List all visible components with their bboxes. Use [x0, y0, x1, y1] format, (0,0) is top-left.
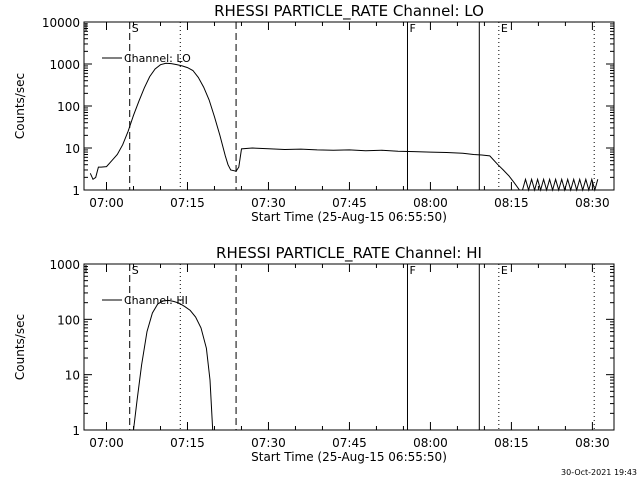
- y-axis-label: Counts/sec: [13, 314, 27, 380]
- y-tick-label: 10: [65, 142, 80, 156]
- legend-label: Channel: HI: [124, 294, 188, 307]
- y-tick-label: 1: [72, 424, 80, 438]
- y-tick-label: 1: [72, 184, 80, 198]
- event-label: S: [132, 22, 139, 35]
- x-tick-label: 08:15: [494, 436, 529, 450]
- event-label: E: [501, 22, 508, 35]
- series-line: [133, 299, 214, 431]
- y-tick-label: 1000: [49, 258, 80, 272]
- y-tick-label: 1000: [49, 58, 80, 72]
- plot-frame: [83, 21, 615, 191]
- x-tick-label: 08:15: [494, 196, 529, 210]
- x-tick-label: 08:00: [413, 196, 448, 210]
- panel-hi: RHESSI PARTICLE_RATE Channel: HI 1 10 100 10…: [13, 244, 615, 464]
- x-tick-label: 07:15: [170, 436, 205, 450]
- x-tick-label: 07:45: [332, 436, 367, 450]
- x-tick-label: 08:00: [413, 436, 448, 450]
- chart-title: RHESSI PARTICLE_RATE Channel: HI: [216, 244, 482, 263]
- footer-date: 30-Oct-2021 19:43: [561, 468, 637, 477]
- event-label: F: [409, 264, 415, 277]
- event-label: E: [501, 264, 508, 277]
- chart-title: RHESSI PARTICLE_RATE Channel: LO: [214, 2, 484, 21]
- panel-lo: RHESSI PARTICLE_RATE Channel: LO 1 10 100 10…: [13, 2, 615, 224]
- y-tick-label: 10: [65, 369, 80, 383]
- x-tick-label: 07:45: [332, 196, 367, 210]
- x-tick-label: 07:00: [89, 196, 124, 210]
- x-tick-label: 07:15: [170, 196, 205, 210]
- x-tick-label: 07:00: [89, 436, 124, 450]
- series-line: [89, 62, 599, 192]
- plot-frame: [83, 263, 615, 431]
- x-tick-label: 08:30: [575, 196, 610, 210]
- y-tick-label: 100: [57, 100, 80, 114]
- x-axis-label: Start Time (25-Aug-15 06:55:50): [251, 450, 447, 464]
- event-label: F: [409, 22, 415, 35]
- y-tick-label: 10000: [42, 16, 80, 30]
- event-label: S: [132, 264, 139, 277]
- x-axis-label: Start Time (25-Aug-15 06:55:50): [251, 210, 447, 224]
- x-tick-label: 07:30: [251, 196, 286, 210]
- x-tick-label: 07:30: [251, 436, 286, 450]
- legend-label: Channel: LO: [124, 52, 191, 65]
- x-tick-label: 08:30: [575, 436, 610, 450]
- y-tick-label: 100: [57, 313, 80, 327]
- y-axis-label: Counts/sec: [13, 73, 27, 139]
